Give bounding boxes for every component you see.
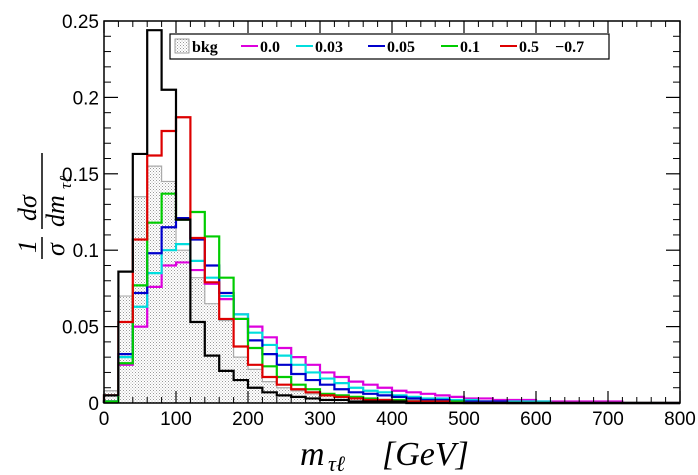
y-tick-label: 0	[88, 394, 99, 415]
legend-label-neg0.7: −0.7	[555, 39, 584, 56]
x-tick-label: 800	[664, 409, 696, 430]
x-axis-title: m τℓ [GeV]	[300, 436, 469, 475]
bkg-bar-4	[161, 181, 176, 403]
x-axis-title-main: m	[300, 436, 325, 473]
bkg-bar-8	[219, 320, 234, 403]
bkg-bar-1	[118, 296, 133, 403]
y-axis-title-dm: dm	[41, 195, 70, 227]
x-tick-label: 300	[304, 409, 336, 430]
legend-label-0.03: 0.03	[315, 39, 343, 56]
y-tick-label: 0.25	[62, 12, 99, 33]
bkg-bar-5	[176, 250, 191, 403]
y-tick-label: 0.2	[73, 88, 99, 109]
legend-label-0.0: 0.0	[260, 39, 280, 56]
y-axis-title-sigma: σ	[41, 242, 70, 256]
legend: bkg 0.0 0.03 0.05 0.1 0.5 −0.7	[169, 33, 610, 60]
x-tick-label: 600	[520, 409, 552, 430]
legend-label-bkg: bkg	[192, 39, 218, 56]
x-tick-label: 100	[160, 409, 192, 430]
bkg-bar-10	[248, 369, 263, 403]
y-axis-title-sub: τℓ	[56, 176, 75, 189]
y-axis-title-dsigma: dσ	[13, 194, 42, 221]
x-tick-label: 500	[448, 409, 480, 430]
y-tick-label: 0.15	[62, 165, 99, 186]
x-axis-title-sub: τℓ	[328, 451, 346, 475]
y-axis-title-one: 1	[13, 240, 42, 253]
x-tick-label: 200	[232, 409, 264, 430]
bkg-bar-0	[104, 390, 119, 403]
legend-swatch-bkg	[174, 38, 190, 54]
legend-label-0.5: 0.5	[519, 39, 539, 56]
bkg-bar-6	[190, 277, 205, 403]
x-axis-title-units: [GeV]	[382, 436, 469, 473]
x-tick-label: 400	[376, 409, 408, 430]
legend-frame	[169, 33, 610, 60]
tick-labels: 0 100 200 300 400 500 600 700 800 0 0.05 0.1 0.15 0.2…	[62, 12, 696, 430]
y-tick-label: 0.05	[62, 318, 99, 339]
bkg-bar-7	[204, 303, 220, 403]
histogram-layer	[102, 29, 680, 405]
axes	[103, 20, 681, 404]
bkg-bar-3	[147, 166, 162, 403]
y-axis-title: 1 σ dσ dm τℓ	[13, 153, 75, 259]
legend-label-0.05: 0.05	[387, 39, 415, 56]
y-tick-label: 0.1	[73, 241, 99, 262]
x-tick-label: 700	[592, 409, 624, 430]
legend-label-0.1: 0.1	[460, 39, 480, 56]
bkg-bar-2	[132, 196, 148, 403]
x-tick-label: 0	[99, 409, 110, 430]
